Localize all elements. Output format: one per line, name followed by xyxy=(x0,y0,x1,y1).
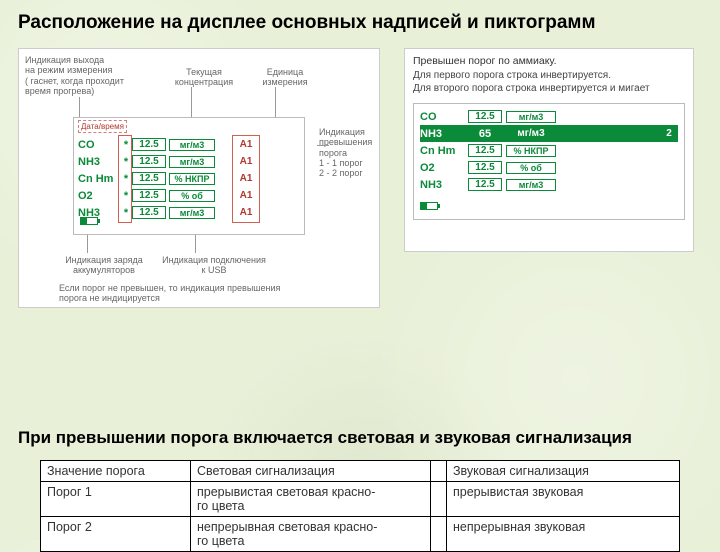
table-cell: прерывистая звуковая xyxy=(447,482,680,517)
table-cell: непрерывная световая красно- го цвета xyxy=(191,517,431,552)
redframe-alarm xyxy=(232,135,260,223)
right-display-panel: Превышен порог по аммиаку. Для первого п… xyxy=(404,48,694,252)
table-cell: Порог 2 xyxy=(41,517,191,552)
redframe-star xyxy=(118,135,132,223)
note-concentration: Текущая концентрация xyxy=(169,67,239,88)
value-box: 12.5 xyxy=(132,138,166,151)
table-cell: непрерывная звуковая xyxy=(447,517,680,552)
meas-row: Cn Hm * 12.5 % НКПР А1 xyxy=(78,170,300,187)
table-cell: Значение порога xyxy=(41,461,191,482)
battery-icon xyxy=(420,197,678,215)
meas-row: CO 12.5 мг/м3 xyxy=(420,108,678,125)
note-units: Единица измерения xyxy=(255,67,315,88)
left-display-panel: Индикация выхода на режим измерения ( га… xyxy=(18,48,380,308)
page-title: Расположение на дисплее основных надписе… xyxy=(18,12,702,34)
unit-box: мг/м3 xyxy=(169,139,215,151)
note-bottom: Если порог не превышен, то индикация пре… xyxy=(59,283,339,304)
note-usb: Индикация подключения к USB xyxy=(159,255,269,276)
meas-row-inverted: NH3 65 мг/м3 2 xyxy=(420,125,678,142)
table-cell: Звуковая сигнализация xyxy=(447,461,680,482)
table-cell: Порог 1 xyxy=(41,482,191,517)
display-panels: Индикация выхода на режим измерения ( га… xyxy=(18,48,702,308)
table-row: Порог 2 непрерывная световая красно- го … xyxy=(41,517,680,552)
table-row: Порог 1 прерывистая световая красно- го … xyxy=(41,482,680,517)
lcd-display-left: Дата/время CO * 12.5 мг/м3 А1 NH3 * 12.5… xyxy=(73,117,305,235)
meas-row: NH3 12.5 мг/м3 xyxy=(420,176,678,193)
signal-table: Значение порога Световая сигнализация Зв… xyxy=(40,460,680,552)
meas-row: NH3 * 12.5 мг/м3 А1 xyxy=(78,153,300,170)
table-row: Значение порога Световая сигнализация Зв… xyxy=(41,461,680,482)
subtitle: При превышении порога включается светова… xyxy=(18,428,702,448)
note-threshold: Индикация превышения порога 1 - 1 порог … xyxy=(319,127,379,179)
meas-row: Cn Hm 12.5 % НКПР xyxy=(420,142,678,159)
lcd-display-right: CO 12.5 мг/м3 NH3 65 мг/м3 2 Cn Hm 12.5 … xyxy=(413,103,685,220)
meas-row: NH3 * 12.5 мг/м3 А1 xyxy=(78,204,300,221)
meas-row: O2 * 12.5 % об А1 xyxy=(78,187,300,204)
note-warmup: Индикация выхода на режим измерения ( га… xyxy=(25,55,135,96)
right-header: Превышен порог по аммиаку. Для первого п… xyxy=(405,49,693,97)
table-cell: прерывистая световая красно- го цвета xyxy=(191,482,431,517)
gas-name: CO xyxy=(78,139,120,151)
note-battery: Индикация заряда аккумуляторов xyxy=(59,255,149,276)
meas-row: CO * 12.5 мг/м3 А1 xyxy=(78,136,300,153)
label-datetime: Дата/время xyxy=(78,120,127,133)
table-cell: Световая сигнализация xyxy=(191,461,431,482)
battery-icon xyxy=(80,212,98,230)
meas-row: O2 12.5 % об xyxy=(420,159,678,176)
